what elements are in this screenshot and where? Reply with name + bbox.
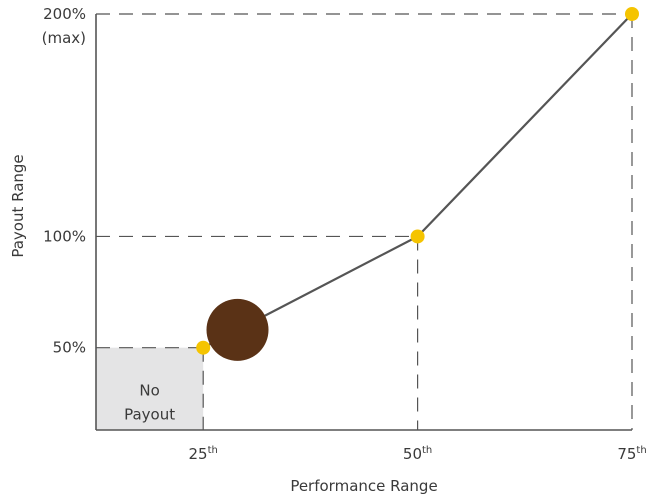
y-tick-label: (max) [42, 29, 86, 47]
y-axis-label: Payout Range [9, 154, 27, 257]
x-tick-label: 25th [189, 445, 218, 463]
guide-lines [96, 13, 633, 430]
x-tick-label: 75th [617, 445, 646, 463]
series-line-group [202, 13, 633, 349]
series-points [196, 7, 639, 355]
x-tick-label: 50th [403, 445, 432, 463]
no-payout-region [96, 347, 204, 430]
data-point [410, 229, 425, 244]
position-marker [206, 298, 269, 361]
axes [95, 14, 632, 431]
y-tick-label: 200% [43, 5, 86, 23]
x-axis-label: Performance Range [290, 477, 437, 495]
x-tick-labels: 25th 50th 75th [189, 445, 647, 463]
y-tick-labels: 50% 100% 200% (max) [42, 5, 86, 357]
data-point [625, 7, 639, 21]
no-payout-label-line: Payout [124, 406, 175, 424]
y-tick-label: 100% [43, 227, 86, 245]
series-line [202, 13, 633, 349]
position-marker-group [206, 298, 269, 361]
no-payout-label-line: No [139, 382, 159, 400]
data-point [196, 340, 211, 355]
y-tick-label: 50% [53, 339, 86, 357]
no-payout-region-group: No Payout [96, 347, 204, 430]
